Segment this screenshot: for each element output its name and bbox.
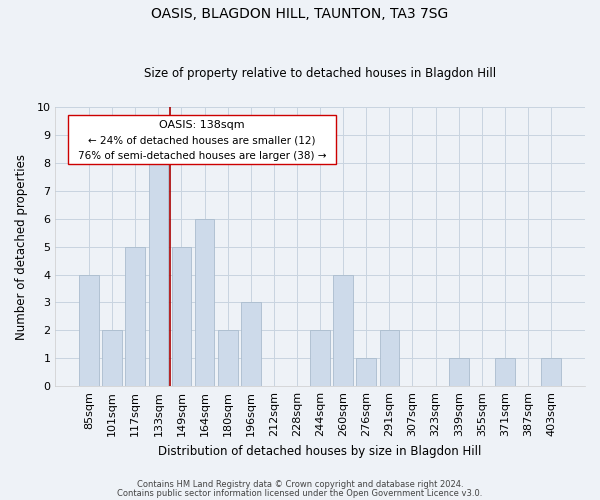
Bar [334,274,353,386]
Bar [172,246,191,386]
FancyBboxPatch shape [68,116,336,164]
Bar [125,246,145,386]
Bar [241,302,260,386]
Text: Contains HM Land Registry data © Crown copyright and database right 2024.: Contains HM Land Registry data © Crown c… [137,480,463,489]
Text: OASIS: 138sqm: OASIS: 138sqm [160,120,245,130]
Bar [79,274,99,386]
Text: 76% of semi-detached houses are larger (38) →: 76% of semi-detached houses are larger (… [78,151,326,161]
Bar [149,163,168,386]
Bar [380,330,399,386]
Text: Contains public sector information licensed under the Open Government Licence v3: Contains public sector information licen… [118,488,482,498]
Y-axis label: Number of detached properties: Number of detached properties [15,154,28,340]
Bar [218,330,238,386]
Text: ← 24% of detached houses are smaller (12): ← 24% of detached houses are smaller (12… [88,136,316,145]
Bar [356,358,376,386]
Title: Size of property relative to detached houses in Blagdon Hill: Size of property relative to detached ho… [144,66,496,80]
Text: OASIS, BLAGDON HILL, TAUNTON, TA3 7SG: OASIS, BLAGDON HILL, TAUNTON, TA3 7SG [151,8,449,22]
Bar [195,218,214,386]
X-axis label: Distribution of detached houses by size in Blagdon Hill: Distribution of detached houses by size … [158,444,482,458]
Bar [495,358,515,386]
Bar [310,330,330,386]
Bar [541,358,561,386]
Bar [103,330,122,386]
Bar [449,358,469,386]
